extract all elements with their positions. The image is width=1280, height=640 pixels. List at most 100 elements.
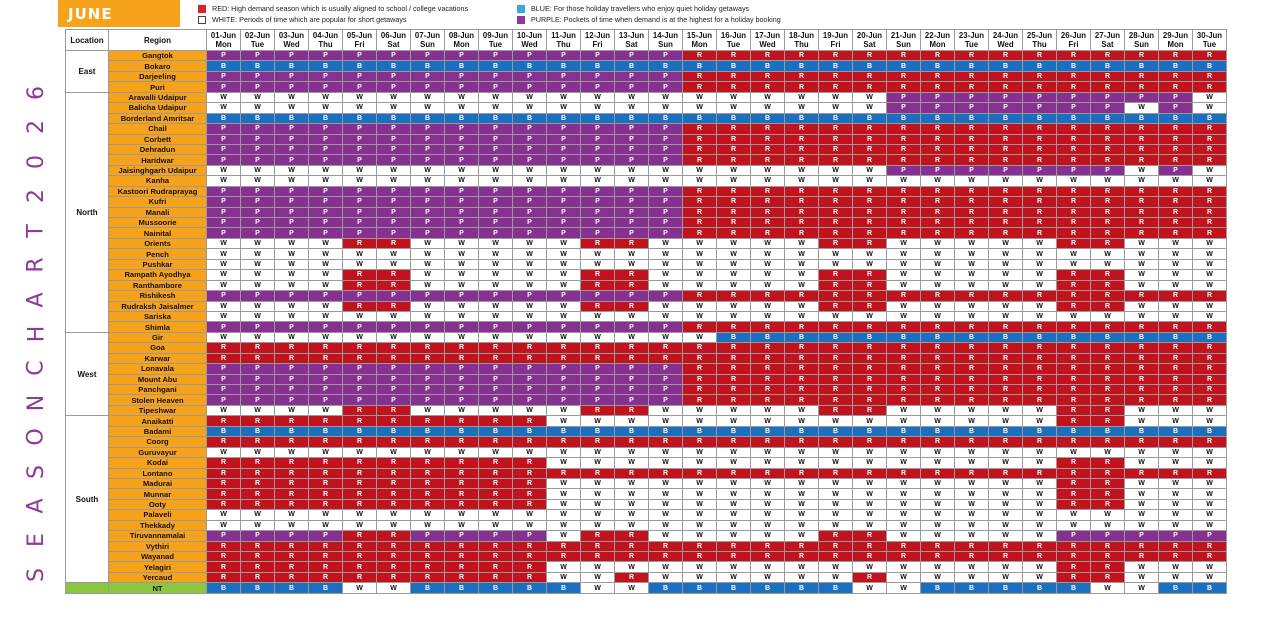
season-cell: R — [1090, 49, 1125, 62]
destination-name: Gangtok — [108, 49, 207, 62]
season-cell: R — [206, 467, 241, 479]
season-cell: W — [1022, 175, 1057, 187]
season-cell: W — [444, 509, 479, 521]
season-cell: R — [376, 300, 411, 312]
season-cell: R — [920, 49, 955, 62]
season-cell: R — [852, 290, 887, 302]
season-cell: R — [1022, 373, 1057, 386]
destination-name: Darjeeling — [108, 70, 207, 83]
season-cell: R — [240, 488, 275, 500]
season-cell: R — [1158, 123, 1193, 135]
season-cell: P — [410, 383, 445, 396]
season-cell: R — [784, 363, 819, 375]
date-header-29-jun: 29-Jun Mon — [1158, 29, 1193, 51]
vertical-title-letter: A — [24, 498, 49, 514]
season-cell: R — [920, 467, 955, 479]
season-cell: P — [954, 102, 989, 114]
season-cell: B — [784, 582, 819, 594]
season-cell: P — [648, 143, 683, 156]
season-cell: P — [546, 290, 581, 302]
season-cell: P — [444, 373, 479, 386]
season-cell: W — [1192, 457, 1227, 469]
season-cell: P — [240, 321, 275, 333]
season-cell: R — [1022, 185, 1057, 198]
season-cell: W — [1192, 488, 1227, 500]
season-cell: R — [818, 383, 853, 396]
season-cell: P — [410, 143, 445, 156]
season-cell: W — [410, 331, 445, 344]
weekday-label: Tue — [964, 40, 979, 49]
season-cell: W — [376, 91, 411, 104]
season-cell: W — [716, 509, 751, 521]
season-cell: W — [988, 509, 1023, 521]
season-cell: R — [478, 477, 513, 490]
season-cell: P — [648, 321, 683, 333]
date-header-25-jun: 25-Jun Thu — [1022, 29, 1057, 51]
season-cell: R — [512, 342, 547, 354]
season-cell: B — [206, 60, 241, 72]
season-cell: R — [920, 436, 955, 448]
season-cell: P — [274, 227, 309, 239]
season-cell: W — [682, 446, 717, 459]
season-cell: W — [240, 331, 275, 344]
season-cell: W — [342, 258, 377, 271]
weekday-label: Thu — [1032, 40, 1047, 49]
season-cell: P — [614, 373, 649, 386]
season-cell: W — [1124, 571, 1159, 584]
date-header-13-jun: 13-Jun Sat — [614, 29, 649, 51]
season-cell: W — [716, 571, 751, 584]
season-cell: W — [274, 446, 309, 459]
season-cell: B — [818, 425, 853, 438]
season-cell: B — [512, 112, 547, 125]
season-cell: R — [1056, 457, 1091, 469]
season-cell: W — [988, 269, 1023, 281]
season-cell: B — [342, 112, 377, 125]
table-row: Jaisinghgarh Udaipur W W W W W W W W W W W W W W W W W W W W… — [66, 164, 1227, 177]
date-label: 11-Jun — [551, 31, 576, 40]
season-cell: P — [444, 363, 479, 375]
season-cell: R — [1022, 133, 1057, 145]
season-cell: R — [1124, 342, 1159, 354]
season-cell: P — [376, 143, 411, 156]
vertical-title-letter: S — [24, 567, 49, 582]
table-row: Vythiri R R R R R R R R R R R R R R R R R R R R R R R R R R R R R R — [66, 540, 1227, 553]
season-cell: P — [546, 81, 581, 93]
weekday-label: Mon — [691, 40, 708, 49]
season-cell: P — [478, 206, 513, 219]
season-cell: W — [580, 488, 615, 500]
weekday-label: Fri — [830, 40, 841, 49]
destination-name: Jaisinghgarh Udaipur — [108, 164, 207, 177]
season-cell: W — [614, 509, 649, 521]
season-cell: R — [444, 436, 479, 448]
season-cell: W — [478, 300, 513, 312]
season-cell: B — [1056, 112, 1091, 125]
season-cell: W — [512, 300, 547, 312]
season-cell: W — [1158, 248, 1193, 260]
date-label: 02-Jun — [244, 31, 271, 40]
destination-name: Rudraksh Jaisalmer — [108, 300, 207, 312]
weekday-label: Mon — [929, 40, 946, 49]
season-cell: R — [682, 49, 717, 62]
season-cell: R — [920, 342, 955, 354]
season-cell: W — [648, 331, 683, 344]
season-cell: W — [1124, 446, 1159, 459]
season-cell: P — [478, 49, 513, 62]
season-cell: R — [784, 216, 819, 229]
season-cell: R — [308, 561, 343, 573]
season-cell: R — [682, 216, 717, 229]
season-cell: R — [818, 342, 853, 354]
season-cell: W — [308, 519, 343, 532]
season-cell: R — [886, 321, 921, 333]
season-cell: W — [886, 248, 921, 260]
season-cell: R — [682, 383, 717, 396]
season-cell: P — [274, 206, 309, 219]
season-cell: R — [1056, 321, 1091, 333]
legend-item-blue: BLUE: For those holiday travellers who e… — [517, 3, 781, 14]
season-cell: R — [580, 467, 615, 479]
season-cell: W — [852, 102, 887, 114]
season-cell: W — [308, 102, 343, 114]
weekday-label: Wed — [521, 40, 538, 49]
season-cell: W — [614, 248, 649, 260]
date-label: 17-Jun — [754, 31, 781, 40]
season-cell: R — [512, 488, 547, 500]
